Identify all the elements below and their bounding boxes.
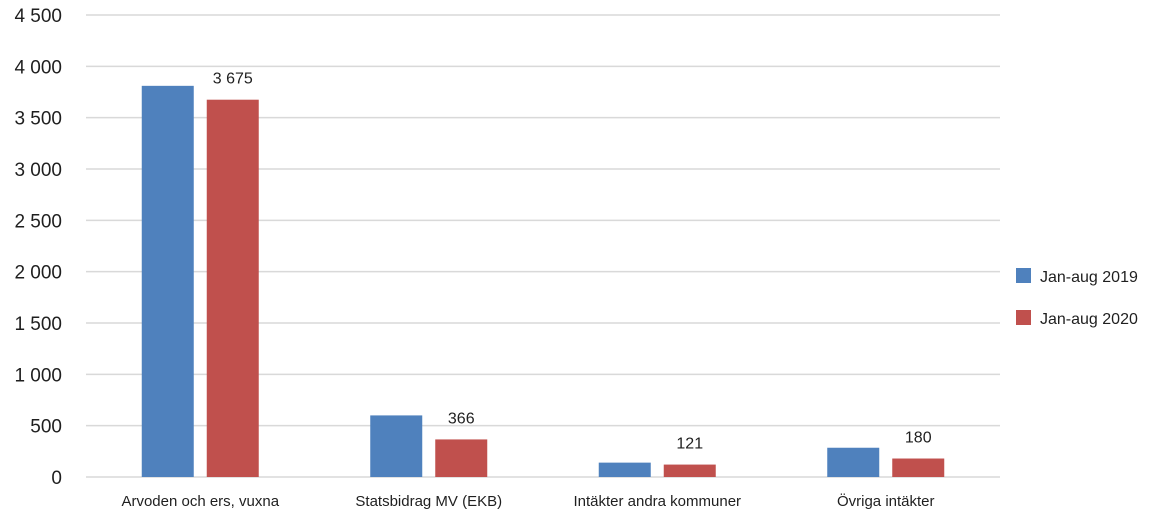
y-tick-label: 2 500 [14,211,62,232]
data-label: 3 675 [213,71,253,88]
bar-2020 [206,99,259,477]
y-tick-label: 1 000 [14,365,62,386]
legend-swatch-2020 [1016,310,1031,325]
x-category-label: Statsbidrag MV (EKB) [355,493,502,510]
bar-2020 [435,439,488,477]
data-label: 121 [676,436,703,453]
bar-2019 [598,462,651,477]
data-label: 180 [905,430,932,447]
y-tick-label: 3 500 [14,109,62,130]
bar-2019 [370,415,423,477]
legend-label-2019: Jan-aug 2019 [1040,269,1138,286]
legend-label-2020: Jan-aug 2020 [1040,311,1138,328]
y-tick-label: 2 000 [14,263,62,284]
y-tick-label: 4 000 [14,57,62,78]
y-axis-ticks: 0 500 1 000 1 500 2 000 2 500 3 000 3 500 4 000 4… [14,6,62,489]
x-axis-categories: Arvoden och ers, vuxna Statsbidrag MV (EK… [121,492,934,510]
bar-2020 [892,458,945,477]
bar-2019 [827,447,880,477]
bars [141,85,945,477]
bar-2019 [141,85,194,477]
legend: Jan-aug 2019 Jan-aug 2020 [1016,268,1138,328]
y-tick-label: 500 [30,417,62,438]
y-tick-label: 1 500 [14,314,62,335]
x-category-label: Övriga intäkter [837,492,935,510]
data-labels: 3 675 366 121 180 [213,71,932,453]
legend-swatch-2019 [1016,268,1031,283]
y-tick-label: 4 500 [14,6,62,27]
x-category-label: Arvoden och ers, vuxna [121,493,279,510]
data-label: 366 [448,410,475,427]
x-category-label: Intäkter andra kommuner [573,493,741,510]
y-tick-label: 0 [51,468,62,489]
bar-2020 [663,464,716,477]
y-tick-label: 3 000 [14,160,62,181]
